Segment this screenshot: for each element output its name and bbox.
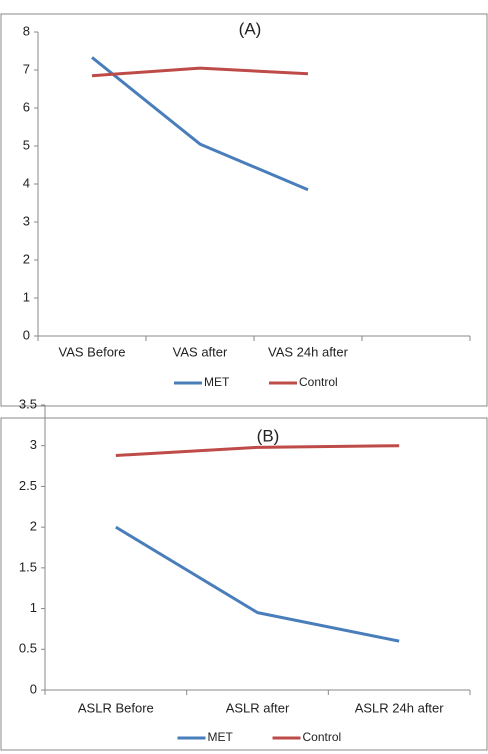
y-tick-label: 7 xyxy=(23,61,30,76)
y-tick-label: 3 xyxy=(23,213,30,228)
panel-border xyxy=(0,417,488,751)
y-tick-label: 1 xyxy=(23,289,30,304)
y-tick-label: 0 xyxy=(23,327,30,342)
x-tick-label: ASLR after xyxy=(226,700,290,715)
series-line xyxy=(115,444,400,457)
legend-label: MET xyxy=(204,375,230,389)
x-tick-label: VAS 24h after xyxy=(268,344,349,359)
series-line xyxy=(91,66,309,78)
y-tick-label: 1 xyxy=(30,600,37,615)
legend-label: Control xyxy=(299,375,338,389)
panel-border xyxy=(0,13,488,407)
chart-title: (A) xyxy=(239,19,262,38)
x-tick-label: VAS after xyxy=(173,344,228,359)
y-tick-label: 3 xyxy=(30,437,37,452)
legend-label: MET xyxy=(208,730,234,744)
series-line xyxy=(115,525,400,643)
x-tick-label: VAS Before xyxy=(59,344,126,359)
chart-title: (B) xyxy=(257,426,280,445)
y-tick-label: 2.5 xyxy=(19,478,37,493)
y-tick-label: 0.5 xyxy=(19,641,37,656)
legend-label: Control xyxy=(303,730,342,744)
y-tick-label: 2 xyxy=(30,519,37,534)
y-tick-label: 6 xyxy=(23,99,30,114)
y-tick-label: 5 xyxy=(23,137,30,152)
x-tick-label: ASLR 24h after xyxy=(355,700,445,715)
y-tick-label: 4 xyxy=(23,175,30,190)
series-line xyxy=(91,56,309,192)
y-tick-label: 2 xyxy=(23,251,30,266)
y-tick-label: 8 xyxy=(23,23,30,38)
y-tick-label: 3.5 xyxy=(19,396,37,411)
y-tick-label: 1.5 xyxy=(19,559,37,574)
x-tick-label: ASLR Before xyxy=(78,700,154,715)
y-tick-label: 0 xyxy=(30,681,37,696)
